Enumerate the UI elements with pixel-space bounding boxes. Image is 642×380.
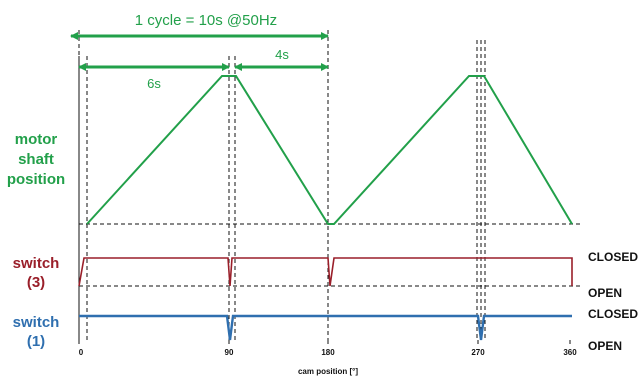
axis-ticks <box>78 340 571 344</box>
motor-label-line1: motor <box>14 131 58 148</box>
switch1-trace <box>79 314 572 341</box>
motor-trace <box>86 75 573 225</box>
switch1-closed-label: CLOSED <box>588 307 639 321</box>
switch3-open-label: OPEN <box>588 286 623 300</box>
tick-label-0: 0 <box>79 348 84 357</box>
motor-label-line2: shaft <box>18 151 54 168</box>
switch3-label-line1: switch <box>12 255 60 272</box>
switch3-label: switch (3) <box>0 254 72 292</box>
motor-label: motor shaft position <box>0 130 72 190</box>
vertical-markers <box>78 30 486 340</box>
tick-label-270: 270 <box>471 348 485 357</box>
switch1-label: switch (1) <box>0 313 72 351</box>
tick-label-90: 90 <box>225 348 234 357</box>
switch1-open-label: OPEN <box>588 339 623 353</box>
motor-label-line3: position <box>6 171 66 188</box>
phase2-label: 4s <box>275 47 289 62</box>
tick-label-360: 360 <box>563 348 577 357</box>
tick-label-180: 180 <box>321 348 335 357</box>
switch3-label-line2: (3) <box>26 274 46 291</box>
switch1-label-line1: switch <box>12 314 60 331</box>
phase1-label: 6s <box>147 76 161 91</box>
xaxis-title: cam position [°] <box>298 367 358 376</box>
switch3-closed-label: CLOSED <box>588 250 639 264</box>
switch3-trace <box>78 257 573 287</box>
switch1-label-line2: (1) <box>26 333 46 350</box>
cycle-label: 1 cycle = 10s @50Hz <box>135 12 277 29</box>
